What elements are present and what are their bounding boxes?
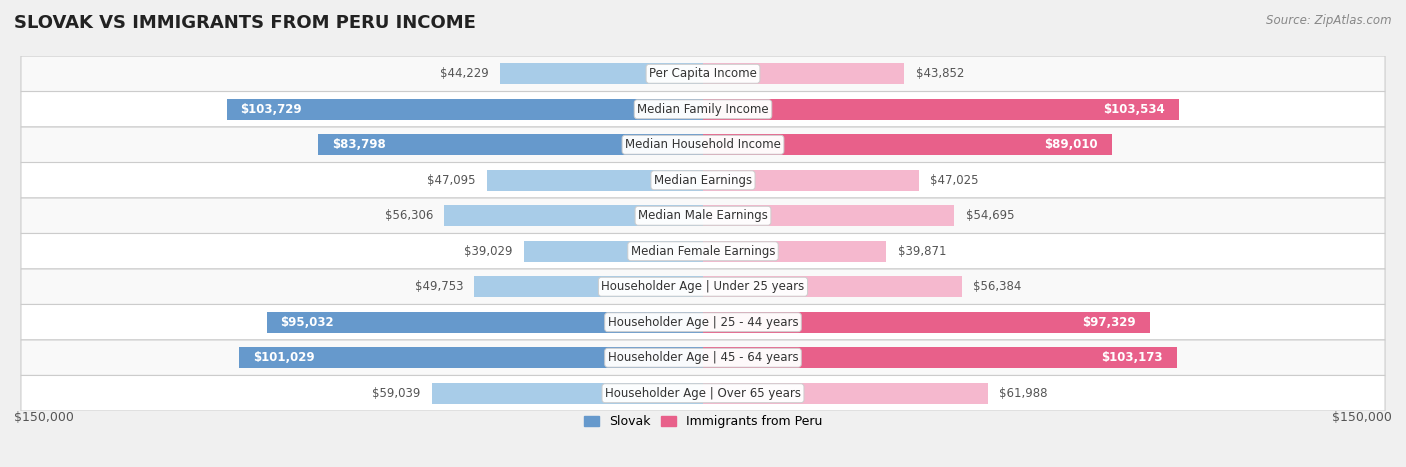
- Text: $150,000: $150,000: [1331, 411, 1392, 424]
- Bar: [703, 276, 962, 297]
- Bar: [703, 99, 1178, 120]
- Bar: [474, 276, 703, 297]
- Legend: Slovak, Immigrants from Peru: Slovak, Immigrants from Peru: [579, 410, 827, 433]
- Text: $103,534: $103,534: [1102, 103, 1164, 116]
- Text: $43,852: $43,852: [915, 67, 965, 80]
- Bar: [703, 382, 987, 404]
- Text: $103,729: $103,729: [240, 103, 302, 116]
- Text: $95,032: $95,032: [280, 316, 335, 329]
- Text: $103,173: $103,173: [1101, 351, 1163, 364]
- Text: $47,025: $47,025: [931, 174, 979, 187]
- Bar: [703, 347, 1177, 368]
- Bar: [703, 134, 1112, 156]
- FancyBboxPatch shape: [21, 56, 1385, 92]
- FancyBboxPatch shape: [21, 92, 1385, 127]
- Text: Median Female Earnings: Median Female Earnings: [631, 245, 775, 258]
- Text: Median Household Income: Median Household Income: [626, 138, 780, 151]
- Bar: [239, 347, 703, 368]
- Text: Householder Age | 25 - 44 years: Householder Age | 25 - 44 years: [607, 316, 799, 329]
- Text: $150,000: $150,000: [14, 411, 75, 424]
- Text: $39,871: $39,871: [897, 245, 946, 258]
- Bar: [444, 205, 703, 226]
- FancyBboxPatch shape: [21, 304, 1385, 340]
- Text: $44,229: $44,229: [440, 67, 488, 80]
- Text: Householder Age | 45 - 64 years: Householder Age | 45 - 64 years: [607, 351, 799, 364]
- Text: Median Earnings: Median Earnings: [654, 174, 752, 187]
- Text: Median Family Income: Median Family Income: [637, 103, 769, 116]
- Bar: [524, 241, 703, 262]
- Text: Per Capita Income: Per Capita Income: [650, 67, 756, 80]
- Bar: [703, 63, 904, 85]
- Text: $56,306: $56,306: [384, 209, 433, 222]
- Bar: [318, 134, 703, 156]
- Bar: [703, 241, 886, 262]
- Text: Source: ZipAtlas.com: Source: ZipAtlas.com: [1267, 14, 1392, 27]
- Text: SLOVAK VS IMMIGRANTS FROM PERU INCOME: SLOVAK VS IMMIGRANTS FROM PERU INCOME: [14, 14, 477, 32]
- Bar: [501, 63, 703, 85]
- FancyBboxPatch shape: [21, 234, 1385, 269]
- FancyBboxPatch shape: [21, 198, 1385, 234]
- Bar: [703, 205, 955, 226]
- Text: $59,039: $59,039: [373, 387, 420, 400]
- Text: $54,695: $54,695: [966, 209, 1014, 222]
- Text: Householder Age | Over 65 years: Householder Age | Over 65 years: [605, 387, 801, 400]
- Bar: [703, 311, 1150, 333]
- Bar: [703, 170, 920, 191]
- Bar: [226, 99, 703, 120]
- FancyBboxPatch shape: [21, 127, 1385, 163]
- FancyBboxPatch shape: [21, 340, 1385, 375]
- Bar: [267, 311, 703, 333]
- Text: $47,095: $47,095: [426, 174, 475, 187]
- Bar: [486, 170, 703, 191]
- FancyBboxPatch shape: [21, 269, 1385, 304]
- Text: $49,753: $49,753: [415, 280, 463, 293]
- Text: $83,798: $83,798: [332, 138, 385, 151]
- FancyBboxPatch shape: [21, 163, 1385, 198]
- FancyBboxPatch shape: [21, 375, 1385, 411]
- Text: $56,384: $56,384: [973, 280, 1022, 293]
- Text: $97,329: $97,329: [1083, 316, 1136, 329]
- Text: $101,029: $101,029: [253, 351, 315, 364]
- Text: $39,029: $39,029: [464, 245, 512, 258]
- Bar: [432, 382, 703, 404]
- Text: $89,010: $89,010: [1045, 138, 1098, 151]
- Text: $61,988: $61,988: [1000, 387, 1047, 400]
- Text: Median Male Earnings: Median Male Earnings: [638, 209, 768, 222]
- Text: Householder Age | Under 25 years: Householder Age | Under 25 years: [602, 280, 804, 293]
